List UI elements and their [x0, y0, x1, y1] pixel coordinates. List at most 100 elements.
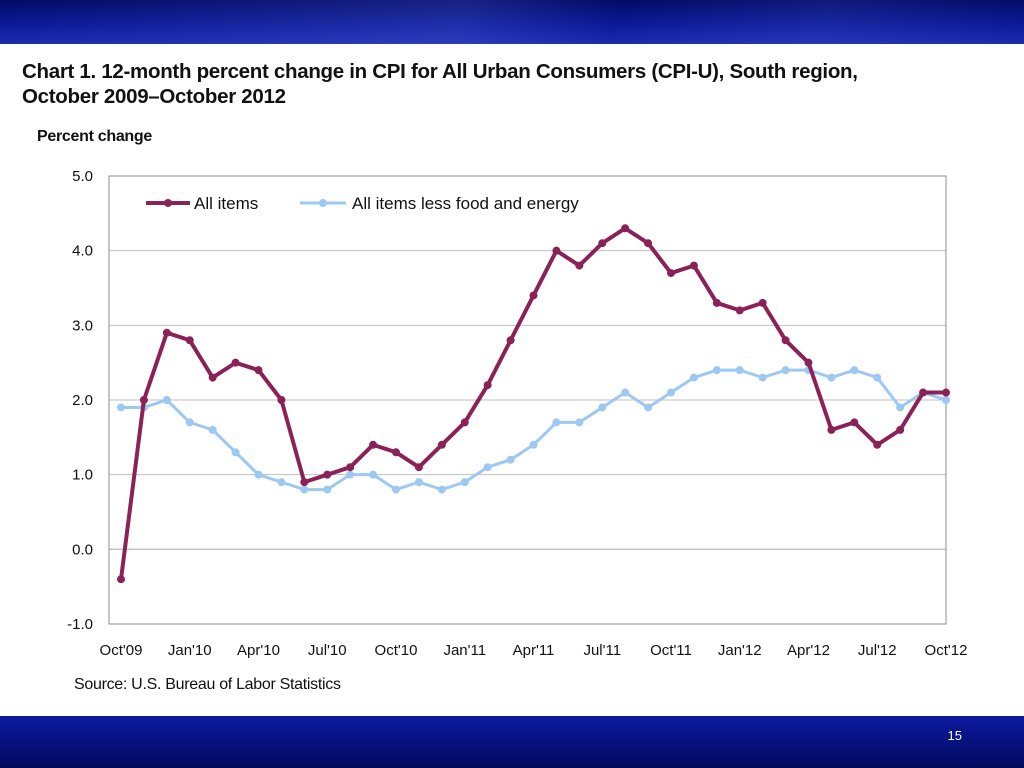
- data-point: [575, 418, 584, 427]
- x-tick-label: Jan'12: [718, 642, 762, 659]
- y-tick-label: -1.0: [67, 616, 93, 633]
- chart-title: Chart 1. 12-month percent change in CPI …: [22, 60, 858, 108]
- x-tick-label: Jul'10: [308, 642, 347, 659]
- data-point: [300, 478, 309, 487]
- data-point: [621, 388, 630, 397]
- data-point: [185, 336, 194, 345]
- data-point: [850, 418, 859, 427]
- data-point: [919, 388, 928, 397]
- slide-content: Chart 1. 12-month percent change in CPI …: [0, 44, 1024, 716]
- data-point: [323, 485, 332, 494]
- y-tick-label: 1.0: [72, 467, 93, 484]
- x-tick-label: Apr'11: [513, 642, 555, 659]
- data-point: [506, 455, 515, 464]
- series-line: [119, 226, 946, 580]
- legend-label: All items: [194, 194, 258, 213]
- data-point: [460, 478, 469, 487]
- data-point: [529, 291, 538, 300]
- data-point: [942, 396, 950, 404]
- legend-item-less-food-energy: All items less food and energy: [300, 194, 579, 213]
- data-point: [346, 470, 355, 479]
- series-all-items: [117, 224, 950, 584]
- y-tick-label: 4.0: [72, 243, 93, 260]
- data-point: [231, 358, 240, 367]
- x-tick-labels: Oct'09 Jan'10 Apr'10 Jul'10 Oct'10 Jan'11 Apr'…: [100, 642, 968, 659]
- data-point: [575, 261, 584, 270]
- data-point: [437, 440, 446, 449]
- data-point: [208, 425, 217, 434]
- data-point: [483, 463, 492, 472]
- data-point: [758, 298, 767, 307]
- data-point: [667, 388, 675, 397]
- data-point: [414, 478, 423, 487]
- data-point: [896, 425, 905, 434]
- legend-swatch-marker: [164, 199, 172, 207]
- data-point: [598, 239, 607, 248]
- x-tick-label: Jul'11: [583, 642, 621, 659]
- data-point: [689, 373, 698, 382]
- x-tick-label: Jan'11: [443, 642, 486, 659]
- x-tick-label: Jul'12: [858, 642, 897, 659]
- data-point: [758, 373, 767, 382]
- legend-swatch-marker: [319, 199, 327, 207]
- x-tick-label: Apr'12: [787, 642, 830, 659]
- x-tick-label: Oct'11: [650, 642, 692, 659]
- y-tick-label: 0.0: [72, 541, 93, 558]
- source-note: Source: U.S. Bureau of Labor Statistics: [74, 676, 341, 693]
- data-point: [231, 448, 240, 457]
- data-point: [162, 328, 171, 337]
- data-point: [735, 366, 744, 375]
- data-point: [117, 575, 125, 584]
- y-tick-labels: 5.0 4.0 3.0 2.0 1.0 0.0 -1.0: [67, 168, 93, 633]
- data-point: [437, 485, 446, 494]
- x-tick-label: Oct'10: [375, 642, 418, 659]
- y-tick-label: 3.0: [72, 317, 93, 334]
- data-point: [392, 448, 400, 457]
- data-point: [254, 470, 263, 479]
- legend-label: All items less food and energy: [352, 194, 579, 213]
- data-point: [781, 366, 790, 375]
- data-point: [277, 396, 286, 404]
- data-point: [185, 418, 194, 427]
- data-point: [483, 381, 492, 390]
- data-point: [873, 373, 882, 382]
- data-point: [300, 485, 309, 494]
- data-point: [598, 403, 607, 412]
- data-point: [827, 425, 836, 434]
- data-point: [896, 403, 905, 412]
- legend-item-all-items: All items: [146, 194, 258, 213]
- data-point: [850, 366, 859, 375]
- data-point: [712, 366, 721, 375]
- data-point: [667, 269, 675, 278]
- legend: All items All items less food and energy: [146, 194, 579, 213]
- slide-number: 15: [947, 728, 962, 743]
- data-point: [162, 396, 171, 404]
- x-tick-label: Jan'10: [168, 642, 212, 659]
- data-point: [873, 440, 882, 449]
- data-point: [208, 373, 217, 382]
- data-point: [827, 373, 836, 382]
- y-tick-label: 2.0: [72, 392, 93, 409]
- data-point: [621, 224, 630, 233]
- slide-bottom-band: 15: [0, 716, 1024, 768]
- data-point: [644, 239, 653, 248]
- slide-top-band: [0, 0, 1024, 44]
- data-point: [414, 463, 423, 472]
- data-point: [506, 336, 515, 345]
- data-point: [139, 396, 148, 404]
- data-point: [369, 440, 378, 449]
- data-point: [552, 418, 561, 427]
- data-point: [644, 403, 653, 412]
- series-lines: [117, 224, 950, 584]
- x-tick-label: Oct'09: [100, 642, 143, 659]
- data-point: [117, 403, 125, 412]
- data-point: [254, 366, 263, 375]
- data-point: [369, 470, 378, 479]
- data-point: [712, 298, 721, 307]
- data-point: [460, 418, 469, 427]
- series-line: [121, 368, 947, 492]
- data-point: [804, 358, 813, 367]
- x-tick-label: Apr'10: [237, 642, 280, 659]
- data-point: [942, 388, 950, 397]
- data-point: [735, 306, 744, 315]
